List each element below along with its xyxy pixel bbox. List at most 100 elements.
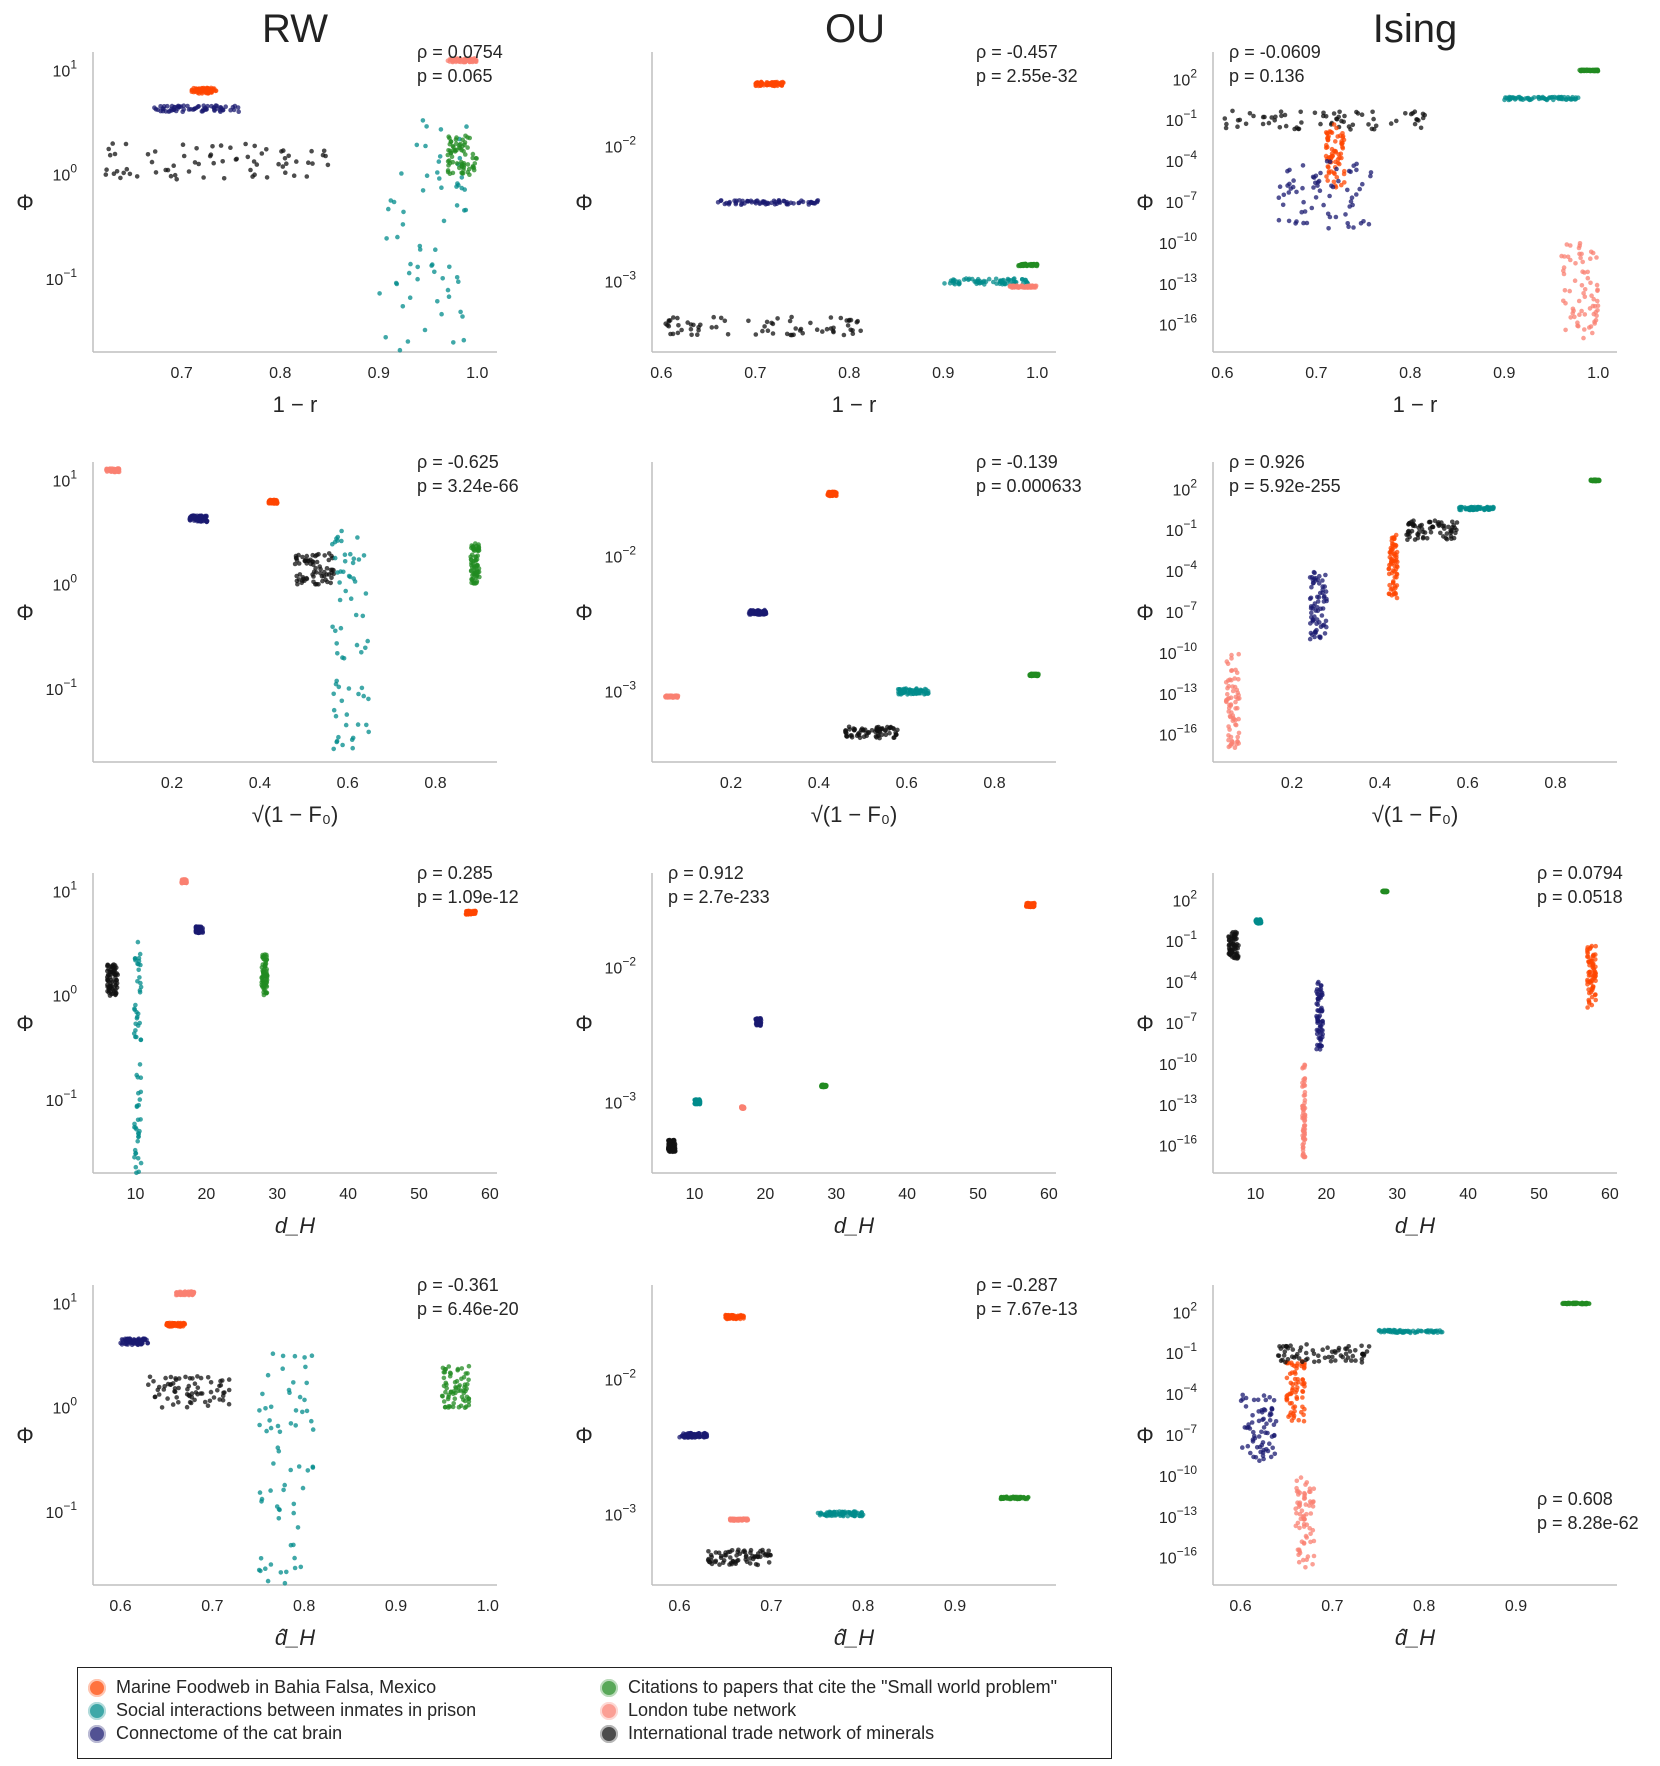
data-point-prison [355, 722, 361, 727]
data-point-prison [134, 1034, 139, 1040]
data-point-citations [454, 141, 459, 146]
data-point-prison [348, 551, 353, 557]
data-point-citations [474, 570, 479, 575]
rho-annotation: ρ = -0.139 [976, 452, 1058, 472]
y-axis-label: Φ [575, 1011, 593, 1036]
data-point-prison [343, 722, 349, 728]
data-point-trade [1432, 518, 1438, 523]
data-point-prison [300, 1409, 305, 1415]
data-point-trade [1346, 124, 1352, 129]
data-point-citations [1025, 1495, 1030, 1501]
data-point-trade [666, 1145, 671, 1150]
data-point-citations [473, 581, 478, 586]
data-point-cat [1308, 630, 1314, 636]
data-point-prison [437, 154, 443, 159]
data-point-tube [1300, 1066, 1305, 1071]
data-point-citations [459, 170, 464, 176]
series-trade [666, 1137, 678, 1155]
data-point-tube [1233, 706, 1238, 711]
data-point-prison [275, 1423, 281, 1429]
data-point-trade [1224, 121, 1229, 127]
series-prison [377, 118, 469, 353]
data-point-prison [288, 1421, 294, 1426]
data-point-trade [1342, 113, 1347, 119]
data-point-prison [339, 538, 344, 544]
data-point-foodweb [1342, 180, 1347, 185]
data-point-foodweb [1393, 585, 1398, 591]
rho-annotation: ρ = 0.912 [668, 863, 744, 883]
data-point-trade [264, 175, 270, 180]
data-point-prison [956, 281, 962, 286]
data-point-prison [330, 624, 335, 630]
data-point-prison [354, 642, 360, 648]
rho-annotation: ρ = 0.0754 [417, 42, 503, 62]
data-point-cat [1301, 199, 1306, 205]
data-point-cat [781, 198, 786, 204]
data-point-trade [302, 558, 308, 564]
data-point-prison [454, 184, 459, 189]
data-point-foodweb [1335, 157, 1341, 162]
data-point-foodweb [730, 1314, 736, 1319]
series-foodweb [825, 489, 839, 499]
data-point-trade [172, 1389, 178, 1395]
data-point-tube [1027, 283, 1032, 289]
data-point-foodweb [213, 88, 219, 93]
data-point-trade [849, 735, 855, 740]
data-point-cat [194, 105, 199, 111]
data-point-foodweb [1590, 986, 1596, 991]
data-point-foodweb [1340, 140, 1345, 146]
data-point-trade [163, 167, 168, 173]
y-axis-label: Φ [575, 1423, 593, 1448]
data-point-foodweb [1586, 959, 1592, 964]
data-point-citations [454, 1378, 460, 1384]
data-point-prison [268, 1488, 273, 1493]
data-point-foodweb [1339, 182, 1344, 188]
data-point-tube [1561, 265, 1567, 270]
data-point-cat [1315, 183, 1320, 188]
data-point-trade [1247, 111, 1253, 116]
data-point-prison [414, 142, 420, 148]
data-point-tube [1032, 283, 1037, 289]
data-point-trade [254, 162, 260, 167]
data-point-tube [1572, 278, 1578, 284]
data-point-tube [1595, 298, 1600, 304]
data-point-prison [408, 261, 413, 267]
data-point-cat [1330, 184, 1336, 190]
series-tube [663, 693, 681, 700]
series-foodweb [189, 85, 219, 96]
data-point-foodweb [1586, 973, 1592, 978]
data-point-citations [260, 973, 266, 979]
data-point-citations [475, 553, 481, 558]
data-point-trade [1269, 115, 1274, 120]
data-point-trade [228, 145, 233, 150]
data-point-foodweb [1326, 169, 1332, 174]
data-point-tube [1236, 730, 1242, 736]
data-point-tube [191, 1290, 197, 1295]
data-point-cat [1256, 1434, 1262, 1439]
data-point-trade [828, 315, 834, 320]
data-point-trade [689, 332, 694, 338]
data-point-prison [137, 951, 143, 957]
data-point-tube [1227, 677, 1233, 682]
data-point-cat [1250, 1413, 1255, 1418]
data-point-foodweb [1296, 1417, 1301, 1423]
data-point-prison [695, 1098, 701, 1104]
data-point-prison [895, 687, 901, 692]
data-point-trade [193, 1390, 199, 1395]
data-point-trade [691, 322, 696, 328]
series-trade [1222, 108, 1427, 132]
data-point-trade [185, 1387, 190, 1392]
data-point-trade [1243, 121, 1249, 127]
data-point-prison [355, 535, 360, 540]
series-foodweb [463, 908, 478, 917]
data-point-trade [711, 314, 716, 320]
data-point-trade [791, 332, 796, 338]
data-point-prison [268, 1404, 274, 1410]
data-point-cat [765, 200, 770, 206]
data-point-trade [850, 328, 855, 333]
series-citations [1588, 477, 1602, 484]
data-point-tube [1301, 1083, 1306, 1089]
y-tick-label: 10−16 [1159, 312, 1197, 335]
y-axis-label: Φ [575, 600, 593, 625]
data-point-tube [1302, 1076, 1307, 1082]
